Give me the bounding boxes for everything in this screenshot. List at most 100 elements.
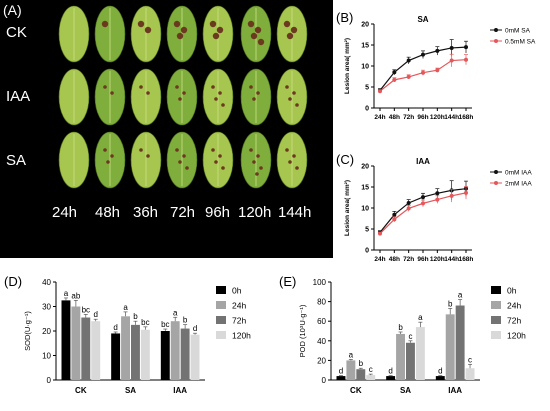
significance-letter: b xyxy=(398,323,403,332)
legend-label-e-2: 72h xyxy=(507,316,521,326)
significance-letter: a xyxy=(349,350,354,359)
time-label-4: 72h xyxy=(170,204,196,221)
lesion-spot xyxy=(139,85,143,89)
lesion-spot xyxy=(257,38,265,46)
x-tick-label-d: CK xyxy=(75,386,87,395)
lesion-spot xyxy=(221,166,225,170)
lesion-spot xyxy=(185,166,189,170)
panel-label-b: (B) xyxy=(336,10,353,25)
bar-d-iaa-0h xyxy=(160,331,170,380)
x-tick-label-c: 120h xyxy=(430,256,445,263)
x-tick-label-b: 48h xyxy=(389,114,400,121)
significance-letter: b xyxy=(133,312,138,321)
y-tick-label-b: 10 xyxy=(361,64,369,71)
legend-label-e-1: 24h xyxy=(507,301,521,311)
lesion-spot xyxy=(146,154,150,158)
lesion-spot xyxy=(110,91,114,95)
lesion-spot xyxy=(144,26,152,34)
lesion-spot xyxy=(175,148,179,152)
y-tick-label-b: 15 xyxy=(361,43,369,50)
data-point xyxy=(392,77,397,82)
significance-letter: b xyxy=(448,299,453,308)
lesion-spot xyxy=(221,103,225,107)
y-tick-label-e: 80 xyxy=(317,298,326,307)
lesion-spot xyxy=(283,20,291,28)
lesion-spot xyxy=(178,160,182,164)
data-point xyxy=(449,193,454,198)
time-label-7: 144h xyxy=(278,204,312,221)
y-axis-label-b: Lesion area( mm²) xyxy=(344,38,351,94)
data-point xyxy=(392,70,397,75)
bar-e-ck-120h xyxy=(366,375,376,380)
lesion-spot xyxy=(212,32,220,40)
x-tick-label-b: 168h xyxy=(459,114,474,121)
lesion-spot xyxy=(218,154,222,158)
data-point xyxy=(392,217,397,222)
lesion-spot xyxy=(211,85,215,89)
y-tick-label-d: 0 xyxy=(47,376,52,385)
x-tick-label-b: 144h xyxy=(444,114,459,121)
legend-label-e-3: 120h xyxy=(507,331,526,341)
legend-marker-b-1 xyxy=(494,39,498,43)
y-tick-label-b: 5 xyxy=(365,85,369,92)
time-label-6: 120h xyxy=(238,204,272,221)
y-tick-label-e: 60 xyxy=(317,317,326,326)
lesion-spot xyxy=(139,148,143,152)
data-point xyxy=(378,231,382,236)
lesion-spot xyxy=(285,148,289,152)
y-tick-label-d: 20 xyxy=(42,327,51,336)
lesion-spot xyxy=(247,20,255,28)
lesion-spot xyxy=(254,26,262,34)
bar-e-iaa-72h xyxy=(455,305,465,380)
lesion-spot xyxy=(218,91,222,95)
chart-b-sa-lesion: (B) SA 0 5 10 15 20 24h 48h 72h 96h 120h 144h 168h Les… xyxy=(336,10,536,121)
lesion-spot xyxy=(182,91,186,95)
significance-letter: bc xyxy=(82,305,90,314)
y-axis-label-c: Lesion area( mm²) xyxy=(344,180,351,236)
data-point xyxy=(449,58,454,63)
legend-label-e-0: 0h xyxy=(507,286,517,296)
lesion-spot xyxy=(209,20,217,28)
data-point xyxy=(392,212,397,217)
x-tick-label-c: 48h xyxy=(389,256,400,263)
significance-letter: d xyxy=(438,367,442,376)
significance-letter: a xyxy=(458,291,463,300)
lesion-spot xyxy=(292,91,296,95)
legend-swatch-d-3 xyxy=(216,331,226,339)
significance-letter: b xyxy=(359,359,364,368)
legend-swatch-d-2 xyxy=(216,316,226,324)
data-point xyxy=(406,74,411,79)
legend-marker-b-0 xyxy=(494,28,498,32)
lesion-spot xyxy=(180,26,188,34)
significance-letter: a xyxy=(418,313,423,322)
bar-d-ck-24h xyxy=(71,306,81,380)
significance-letter: bc xyxy=(161,320,169,329)
significance-letter: d xyxy=(93,310,97,319)
legend-marker-c-0 xyxy=(494,170,498,174)
y-tick-label-c: 20 xyxy=(361,164,369,171)
significance-letter: c xyxy=(408,332,412,341)
lesion-spot xyxy=(103,85,107,89)
significance-letter: bc xyxy=(141,318,149,327)
chart-title-b: SA xyxy=(417,15,428,24)
data-point xyxy=(464,45,468,50)
bar-e-ck-0h xyxy=(336,376,346,380)
lesion-spot xyxy=(106,160,110,164)
x-tick-label-c: 72h xyxy=(403,256,414,263)
legend-label-d-0: 0h xyxy=(232,286,242,296)
x-tick-label-b: 72h xyxy=(403,114,414,121)
significance-letter: a xyxy=(173,308,178,317)
data-point xyxy=(464,190,468,195)
y-tick-label-e: 20 xyxy=(317,356,326,365)
significance-letter: ab xyxy=(71,291,80,300)
lesion-spot xyxy=(250,32,258,40)
bar-d-iaa-24h xyxy=(170,321,180,380)
data-point xyxy=(406,58,411,63)
row-label-ck: CK xyxy=(6,24,27,41)
chart-c-iaa-lesion: (C) IAA 0 5 10 15 20 24h 48h 72h 96h 120h 144h 168h Le… xyxy=(336,152,532,263)
lesion-spot xyxy=(249,85,253,89)
lesion-spot xyxy=(146,91,150,95)
lesion-spot xyxy=(256,154,260,158)
